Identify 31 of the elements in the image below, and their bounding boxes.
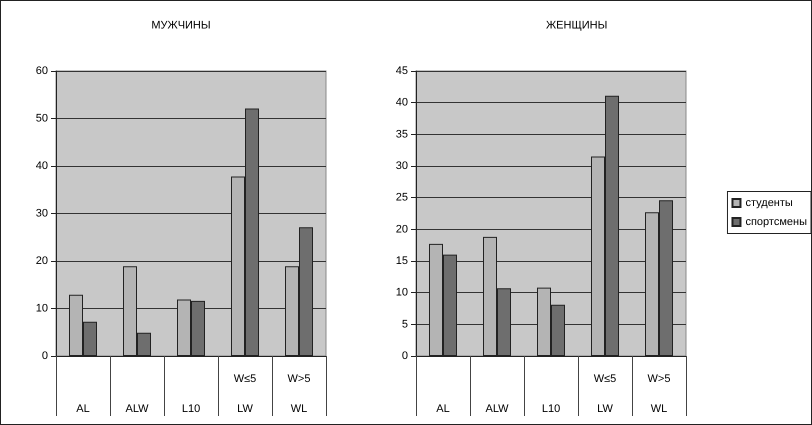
y-tick-label: 20 (36, 255, 48, 267)
y-tick-label: 10 (396, 286, 408, 299)
x-tick-label: L10 (542, 403, 560, 415)
chart-title: ЖЕНЩИНЫ (546, 20, 608, 32)
y-tick-label: 20 (396, 223, 408, 236)
x-tick-label: ALW (125, 403, 150, 415)
y-tick-label: 40 (36, 160, 48, 172)
y-tick-label: 0 (42, 350, 48, 362)
category-label: W>5 WL (648, 373, 670, 415)
x-tick-label: AL (76, 403, 90, 415)
y-tick-label: 25 (396, 192, 408, 204)
legend-label: спортсмены (745, 216, 808, 228)
y-tick-label: 60 (36, 65, 48, 77)
y-tick-label: 5 (402, 318, 408, 330)
x-tick-label: AL (436, 403, 450, 415)
x-tick-label: L10 (182, 403, 200, 415)
y-tick-label: 30 (36, 208, 48, 220)
y-tick-label: 40 (396, 96, 408, 109)
x-tick-label: ALW (485, 403, 510, 415)
legend-label: студенты (745, 197, 793, 209)
y-tick-label: 35 (396, 128, 408, 140)
y-tick-label: 50 (36, 112, 48, 124)
category-label: W>5 WL (288, 373, 310, 415)
y-tick-label: 30 (396, 160, 408, 172)
y-tick-label: 45 (396, 65, 408, 77)
y-tick-label: 0 (402, 350, 408, 362)
y-tick-label: 10 (36, 302, 48, 314)
category-label: W≤5 LW (594, 373, 616, 415)
chart-title: МУЖЧИНЫ (151, 20, 211, 32)
category-label: W≤5 LW (234, 373, 256, 415)
y-tick-label: 15 (396, 255, 408, 267)
